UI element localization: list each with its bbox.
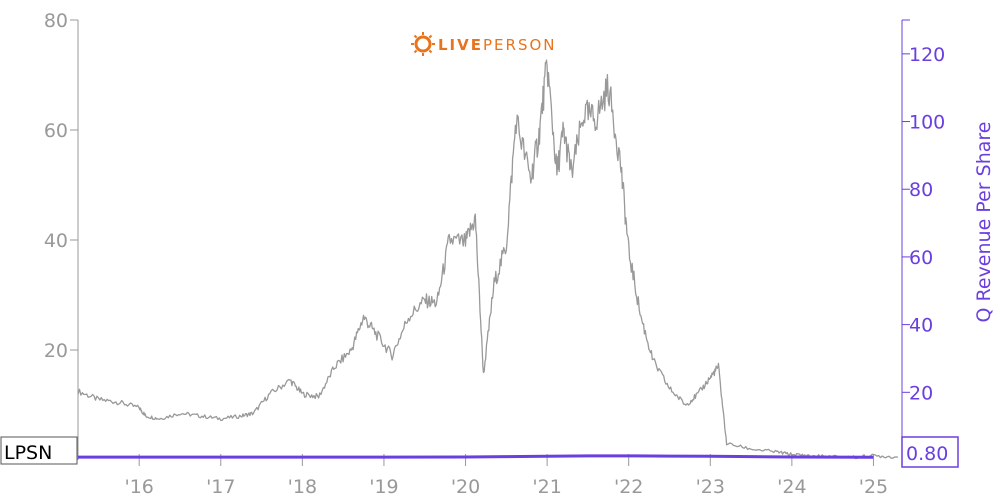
- y-left-tick-label: 40: [44, 230, 68, 252]
- ticker-text: LPSN: [4, 442, 52, 464]
- x-tick-label: '16: [124, 476, 153, 498]
- logo-text-person: PERSON: [483, 36, 557, 54]
- x-tick-label: '22: [614, 476, 643, 498]
- y-left-tick-label: 80: [44, 10, 68, 32]
- last-value-text: 0.80: [906, 443, 948, 465]
- y-left-ticks: 20 40 60 80: [44, 10, 78, 362]
- y-right-ticks: 20 40 60 80 100 120: [902, 19, 945, 404]
- x-tick-label: '25: [859, 476, 888, 498]
- x-tick-label: '20: [451, 476, 480, 498]
- y-right-tick-label: 100: [909, 112, 945, 134]
- y-right-axis-label: Q Revenue Per Share: [973, 122, 995, 323]
- y-right-tick-label: 20: [909, 382, 933, 404]
- y-right-tick-label: 60: [909, 247, 933, 269]
- y-right-tick-label: 40: [909, 315, 933, 337]
- y-right-tick-label: 80: [909, 179, 933, 201]
- x-tick-label: '19: [369, 476, 398, 498]
- last-value-label: 0.80: [901, 436, 959, 468]
- x-tick-label: '18: [288, 476, 317, 498]
- liveperson-logo: LIVEPERSON: [411, 32, 557, 56]
- x-tick-label: '24: [777, 476, 806, 498]
- revenue-series-line: [78, 454, 874, 459]
- logo-wordmark: LIVEPERSON: [438, 36, 557, 54]
- x-tick-label: '21: [532, 476, 561, 498]
- last-value-box: [901, 436, 959, 468]
- x-tick-label: '23: [696, 476, 725, 498]
- y-right-tick-label: 120: [909, 44, 945, 66]
- x-ticks: '16 '17 '18 '19 '20 '21 '22 '23 '24 '25: [124, 454, 888, 498]
- x-tick-label: '17: [206, 476, 235, 498]
- ticker-label: LPSN: [0, 436, 78, 465]
- y-left-tick-label: 60: [44, 120, 68, 142]
- price-series-line: [77, 59, 899, 460]
- ticker-box: [0, 436, 78, 465]
- logo-text-live: LIVE: [438, 36, 483, 54]
- y-left-tick-label: 20: [44, 340, 68, 362]
- sun-gear-icon: [411, 32, 435, 56]
